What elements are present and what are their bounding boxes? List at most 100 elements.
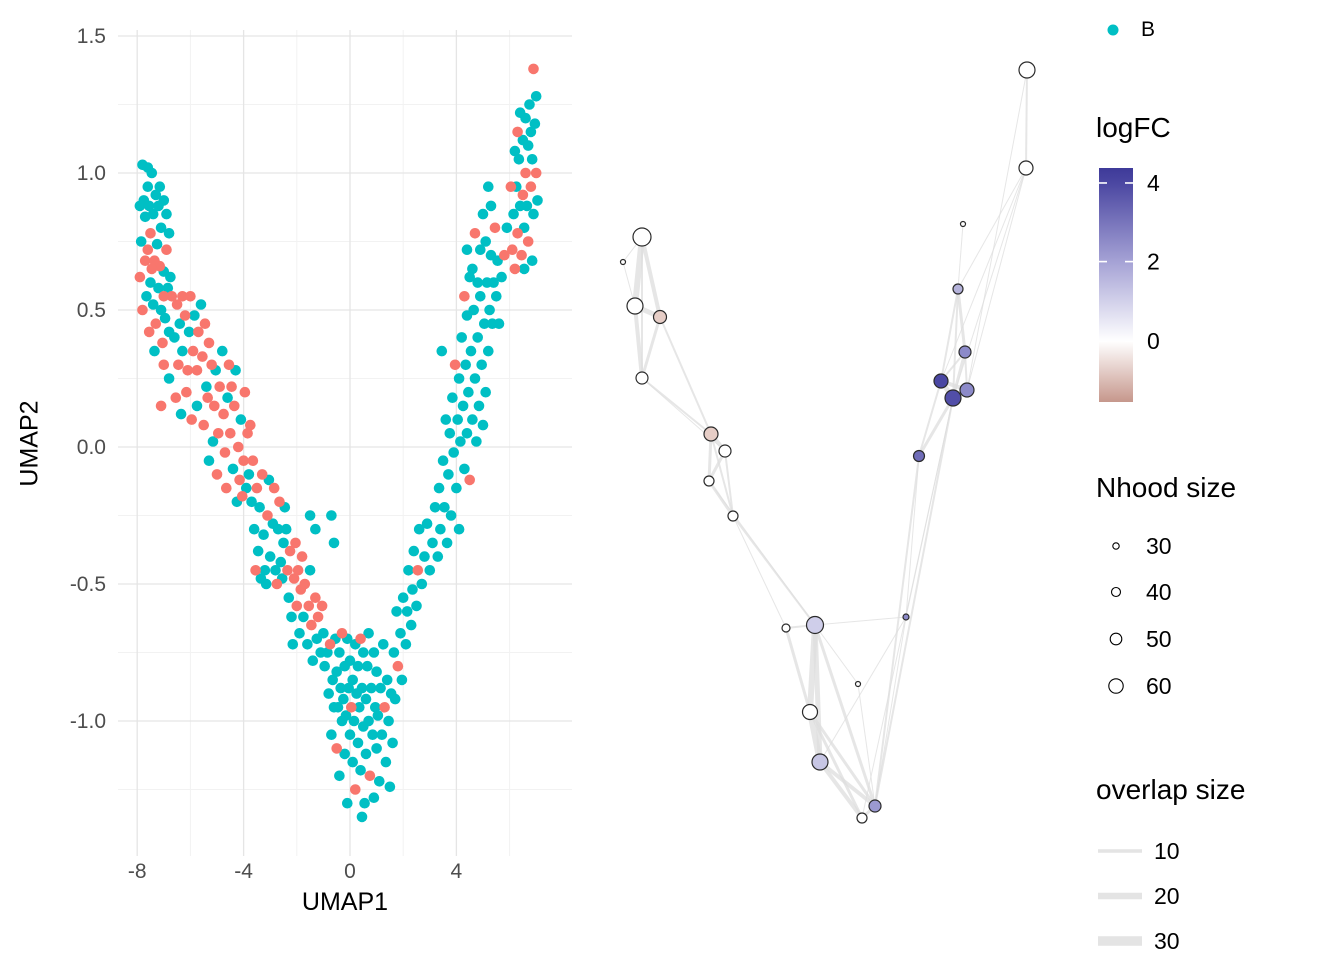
umap-point	[162, 282, 174, 294]
umap-point	[463, 386, 474, 398]
nhood-node	[868, 799, 882, 813]
umap-point	[344, 729, 356, 740]
umap-point	[483, 345, 494, 357]
umap-point	[166, 291, 178, 302]
umap-point	[158, 291, 170, 302]
axis-tick-labels: -8 -4 0 4 1.5 1.0 0.5 0.0 -0.5 -1.0	[70, 25, 463, 883]
umap-point	[465, 345, 477, 357]
umap-point	[346, 702, 357, 713]
umap-point	[268, 482, 280, 494]
umap-point	[286, 611, 297, 623]
umap-point	[419, 551, 430, 562]
umap-point	[524, 99, 535, 110]
umap-point	[280, 523, 292, 535]
umap-point	[298, 611, 309, 623]
umap-point	[489, 222, 501, 234]
umap-point	[477, 419, 489, 431]
umap-point	[479, 318, 490, 330]
overlap-size-key-label: 20	[1154, 883, 1180, 909]
umap-point	[159, 312, 171, 324]
nhood-node	[959, 220, 967, 228]
umap-point	[154, 181, 166, 192]
umap-point	[142, 162, 154, 173]
umap-point	[142, 181, 154, 192]
umap-point	[339, 748, 351, 760]
umap-point	[416, 578, 428, 590]
nhood-node	[619, 258, 627, 266]
umap-point	[318, 628, 329, 639]
umap-point	[396, 674, 408, 686]
umap-point	[294, 628, 305, 639]
umap-point	[468, 304, 480, 316]
umap-point	[199, 318, 211, 330]
nhood-edge	[732, 515, 787, 629]
umap-point	[262, 510, 273, 521]
umap-point	[391, 606, 402, 617]
umap-point	[170, 392, 182, 404]
umap-point	[480, 386, 492, 398]
umap-point	[412, 565, 424, 576]
umap-point	[197, 351, 208, 362]
umap-point	[323, 688, 335, 699]
umap-point	[155, 222, 167, 234]
umap-point	[185, 291, 196, 302]
umap-point	[368, 792, 380, 803]
umap-point	[453, 523, 465, 535]
umap-point	[250, 565, 261, 576]
umap-point	[304, 510, 316, 521]
umap-point	[517, 189, 529, 201]
nhood-edge	[640, 316, 662, 379]
umap-point	[529, 118, 541, 129]
nhood-node	[635, 371, 649, 385]
umap-point	[496, 271, 507, 283]
logfc-tick-label: 0	[1147, 328, 1160, 354]
umap-point	[513, 154, 525, 165]
umap-point	[145, 228, 156, 239]
umap-point	[191, 365, 203, 376]
nhood-edge	[707, 433, 713, 482]
umap-point	[150, 189, 162, 201]
umap-point	[352, 660, 364, 672]
umap-point	[356, 811, 368, 823]
umap-point	[246, 496, 257, 508]
umap-point	[501, 222, 513, 234]
umap-point	[411, 600, 422, 612]
umap-point	[530, 91, 542, 102]
nhood-edge	[708, 480, 816, 626]
nhood-size-key-label: 50	[1146, 626, 1172, 652]
umap-point	[234, 474, 245, 486]
umap-point	[143, 200, 155, 212]
nhood-edge	[874, 455, 920, 807]
umap-point	[254, 502, 265, 513]
umap-point	[427, 537, 438, 549]
umap-point	[169, 332, 180, 343]
umap-point	[372, 710, 384, 721]
logfc-tick-label: 2	[1147, 249, 1160, 275]
umap-point	[165, 271, 176, 283]
umap-point	[203, 455, 215, 467]
umap-point	[275, 556, 287, 568]
nhood-edge	[940, 288, 959, 382]
umap-point	[324, 639, 336, 650]
umap-point	[290, 537, 301, 549]
umap-point	[288, 573, 300, 584]
umap-point	[405, 619, 417, 631]
y-axis-title: UMAP2	[15, 400, 44, 487]
umap-point	[344, 655, 356, 666]
nhood-edge	[917, 397, 955, 457]
y-tick-label: 1.5	[77, 25, 106, 48]
nhood-edge	[905, 455, 920, 618]
umap-point	[222, 392, 233, 404]
nhood-graph-nodes	[619, 61, 1036, 824]
umap-point	[448, 447, 460, 458]
umap-point	[388, 647, 400, 658]
umap-point	[229, 400, 240, 412]
umap-point	[310, 592, 321, 603]
umap-point	[392, 660, 404, 672]
umap-point	[134, 200, 146, 212]
nhood-node	[632, 227, 652, 247]
umap-point	[217, 345, 228, 357]
nhood-node	[902, 613, 910, 621]
umap-point	[198, 419, 209, 431]
nhood-node	[1018, 61, 1036, 79]
